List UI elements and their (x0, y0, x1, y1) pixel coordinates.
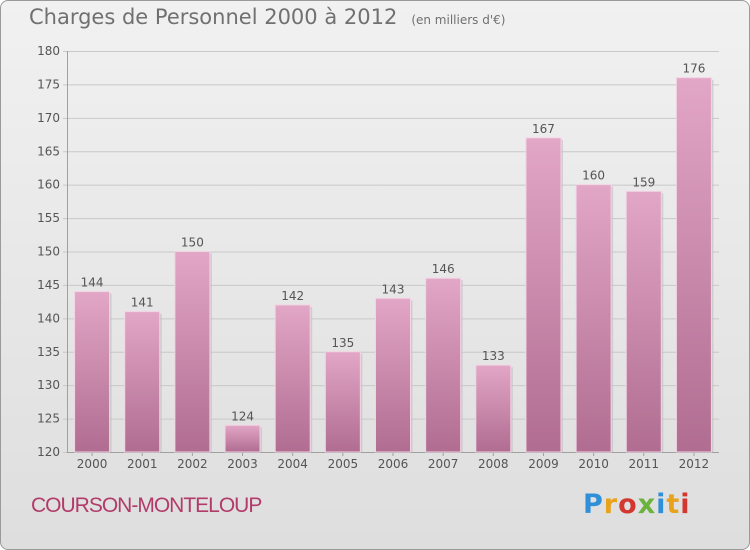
data-label: 124 (231, 409, 254, 423)
bar (274, 304, 311, 453)
proxiti-logo: Proxiti (583, 489, 691, 520)
data-label: 167 (532, 122, 555, 136)
x-tick-label: 2010 (578, 457, 609, 471)
y-tick-label: 165 (37, 144, 60, 158)
data-label: 159 (632, 175, 655, 189)
axes: 120 125 130 135 140 145 150 155 160 165 170 175 180 2… (37, 44, 719, 471)
data-label: 144 (81, 276, 104, 290)
x-tick-label: 2012 (679, 457, 710, 471)
x-tick-label: 2011 (628, 457, 659, 471)
bar (575, 184, 612, 453)
bar (74, 291, 111, 453)
x-tick-label: 2001 (127, 457, 158, 471)
data-label: 143 (382, 282, 405, 296)
bar (124, 311, 161, 453)
x-tick-label: 2008 (478, 457, 509, 471)
data-label: 146 (432, 262, 455, 276)
y-tick-label: 125 (37, 412, 60, 426)
commune-name: COURSON-MONTELOUP (31, 494, 262, 517)
chart-title-text: Charges de Personnel 2000 à 2012 (29, 5, 398, 29)
y-tick-label: 120 (37, 445, 60, 459)
y-tick-label: 135 (37, 345, 60, 359)
data-label: 160 (582, 169, 605, 183)
x-tick-label: 2007 (428, 457, 459, 471)
y-tick-label: 150 (37, 245, 60, 259)
data-label: 141 (131, 296, 154, 310)
logo-letter: P (583, 489, 604, 520)
y-tick-label: 175 (37, 77, 60, 91)
logo-letter: t (666, 489, 681, 520)
data-label: 133 (482, 349, 505, 363)
x-tick-label: 2002 (177, 457, 208, 471)
bar (675, 77, 712, 453)
x-tick-label: 2009 (528, 457, 559, 471)
data-label: 150 (181, 236, 204, 250)
bar (324, 351, 361, 453)
x-tick-label: 2005 (328, 457, 359, 471)
logo-letter: i (656, 489, 667, 520)
bar (475, 364, 512, 453)
chart-title: Charges de Personnel 2000 à 2012 (en mill… (29, 5, 505, 29)
bar (375, 297, 411, 453)
y-tick-label: 155 (37, 211, 60, 225)
y-tick-label: 180 (37, 44, 60, 58)
y-tick-label: 170 (37, 111, 60, 125)
logo-letter: o (618, 489, 638, 520)
y-tick-label: 140 (37, 311, 60, 325)
bar-labels: 144 141 150 124 142 135 143 146 133 167 160 159 176 (81, 62, 706, 424)
x-tick-label: 2003 (227, 457, 258, 471)
data-label: 176 (682, 62, 705, 76)
data-label: 135 (331, 336, 354, 350)
chart-subtitle: (en milliers d'€) (411, 13, 506, 27)
logo-letter: i (680, 489, 691, 520)
y-tick-label: 160 (37, 178, 60, 192)
bars (74, 77, 714, 453)
data-label: 142 (281, 289, 304, 303)
bar (174, 251, 211, 453)
bar (625, 190, 662, 453)
logo-letter: x (637, 489, 657, 520)
x-tick-label: 2000 (77, 457, 108, 471)
y-tick-label: 145 (37, 278, 60, 292)
bar (425, 277, 462, 453)
x-tick-label: 2004 (277, 457, 308, 471)
bar (224, 424, 261, 453)
logo-letter: r (603, 489, 619, 520)
y-tick-label: 130 (37, 378, 60, 392)
x-tick-label: 2006 (378, 457, 409, 471)
bar (525, 137, 562, 453)
